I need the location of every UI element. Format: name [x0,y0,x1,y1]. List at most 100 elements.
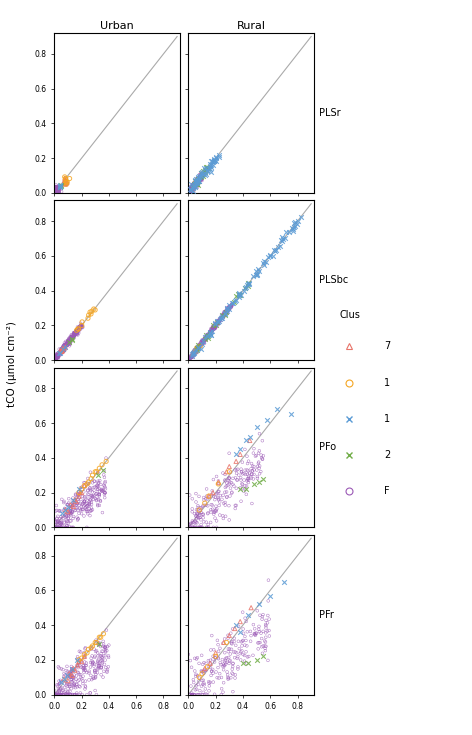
Point [280,576,287,587]
Point [189,183,196,195]
Point [204,162,212,173]
Point [55,184,62,196]
Point [101,487,109,499]
Point [191,179,199,190]
Point [186,182,194,193]
Point [53,184,61,196]
Point [62,688,70,700]
Point [52,183,59,195]
Point [51,184,59,196]
Point [93,494,101,506]
Point [90,490,98,501]
Point [101,642,108,653]
Point [82,680,89,692]
Point [53,185,60,197]
Point [63,670,70,681]
Point [60,343,68,354]
Point [220,311,228,323]
Point [188,689,196,700]
Point [198,339,206,351]
Point [52,184,59,196]
Point [194,174,202,186]
Point [72,495,80,507]
Point [57,520,64,531]
Point [57,345,65,357]
Point [83,503,91,515]
Point [205,685,213,697]
Point [55,685,63,697]
Point [250,478,258,490]
Point [215,315,223,327]
Point [190,178,198,190]
Point [186,352,194,364]
Point [188,506,196,517]
Point [221,660,228,672]
Point [187,351,195,362]
Point [94,658,102,670]
Point [209,653,217,665]
Point [54,521,61,533]
Point [193,179,200,190]
Point [99,645,107,657]
Point [76,321,83,333]
Point [52,184,60,196]
Point [76,320,84,332]
Point [223,306,230,318]
Point [185,186,193,198]
Point [51,185,59,197]
Point [204,329,211,340]
Point [53,348,60,360]
Point [186,183,194,195]
Point [186,351,194,363]
Point [206,662,214,673]
Point [55,351,62,363]
Point [51,184,58,196]
Point [195,343,202,354]
Point [54,517,61,528]
Point [255,623,262,635]
Point [190,180,198,192]
Point [53,187,60,199]
Point [215,475,222,487]
Point [53,184,61,196]
Point [241,612,249,624]
Point [84,494,91,506]
Point [225,658,233,670]
Point [51,184,58,196]
Point [97,495,104,506]
Point [75,656,83,668]
Point [67,661,75,673]
Point [76,492,83,503]
Point [192,344,199,356]
Point [209,324,217,336]
Point [88,490,96,502]
Point [197,171,204,182]
Point [250,461,258,473]
Point [255,448,262,459]
Point [188,351,195,363]
Point [56,347,64,359]
Point [234,288,242,300]
Point [54,186,61,198]
Point [59,664,67,675]
Point [95,489,103,501]
Point [187,187,194,198]
Point [93,466,101,478]
Point [70,328,77,340]
Point [186,521,194,533]
Point [53,679,61,691]
Point [217,657,224,669]
Point [193,177,200,189]
Point [69,331,77,343]
Point [194,174,202,186]
Point [61,342,68,354]
Point [54,351,62,362]
Point [54,186,62,198]
Point [215,478,222,490]
Point [207,166,214,178]
Point [52,521,60,533]
Point [70,499,78,511]
Point [97,650,105,662]
Point [192,174,199,186]
Point [209,503,216,515]
